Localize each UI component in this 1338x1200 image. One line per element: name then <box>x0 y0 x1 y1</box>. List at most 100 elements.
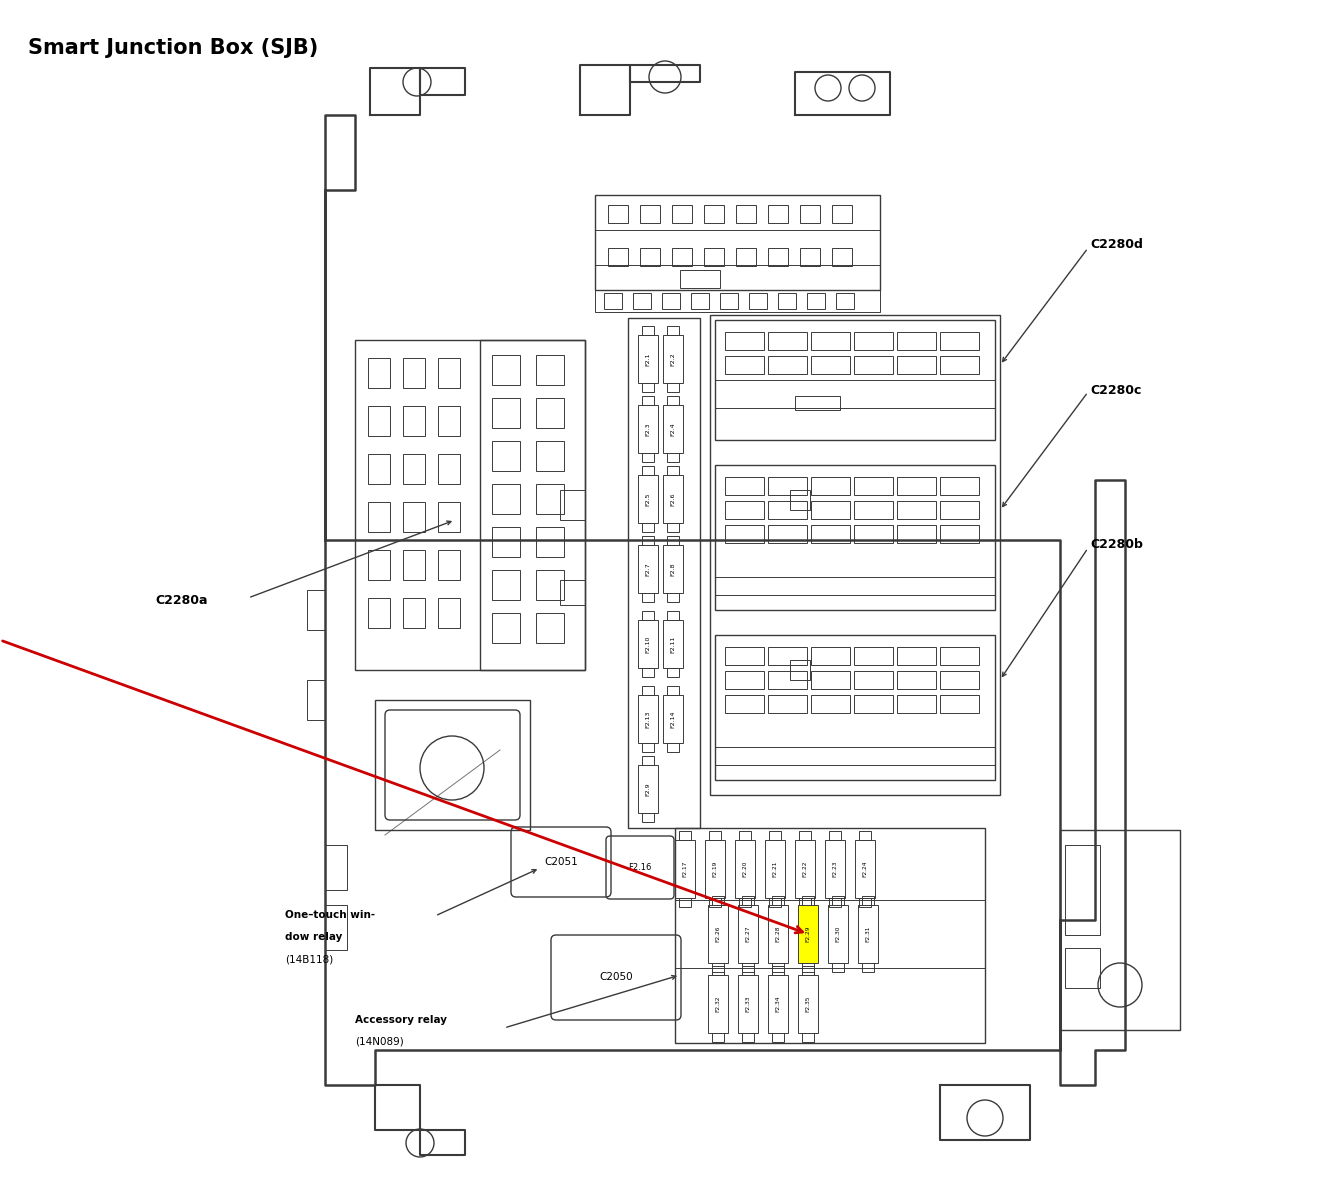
Bar <box>832 896 844 905</box>
Bar <box>801 966 814 974</box>
Bar <box>638 695 658 743</box>
Bar <box>712 1033 724 1042</box>
Bar <box>642 452 654 462</box>
Bar <box>668 523 678 532</box>
Bar <box>403 502 425 532</box>
Bar <box>725 476 764 494</box>
Bar <box>1065 948 1100 988</box>
Bar <box>595 230 880 265</box>
Bar <box>768 356 807 374</box>
Bar <box>662 293 680 308</box>
Bar <box>800 248 820 266</box>
Bar <box>638 620 658 668</box>
Text: F2.20: F2.20 <box>743 860 748 877</box>
Bar <box>704 248 724 266</box>
Bar <box>709 898 721 907</box>
Bar <box>664 695 682 743</box>
Bar <box>859 830 871 840</box>
Bar <box>368 502 389 532</box>
Bar <box>1060 830 1180 1030</box>
Bar <box>607 205 628 223</box>
Bar <box>854 671 892 689</box>
Bar <box>768 905 788 962</box>
Bar <box>492 440 520 470</box>
Bar <box>642 383 654 392</box>
Bar <box>735 840 755 898</box>
Bar <box>941 332 979 350</box>
Bar <box>678 898 690 907</box>
Bar <box>858 905 878 962</box>
Bar <box>896 356 937 374</box>
Bar <box>769 898 781 907</box>
Bar <box>768 671 807 689</box>
Bar <box>368 406 389 436</box>
Bar <box>710 314 999 794</box>
Bar <box>896 695 937 713</box>
Bar <box>690 293 709 308</box>
Text: (14N089): (14N089) <box>355 1037 404 1046</box>
Bar <box>714 464 995 610</box>
Text: F2.21: F2.21 <box>772 860 777 877</box>
Text: (14B118): (14B118) <box>285 954 333 964</box>
Bar <box>714 635 995 780</box>
Bar <box>795 840 815 898</box>
Text: F2.22: F2.22 <box>803 860 808 877</box>
Bar <box>642 611 654 620</box>
Bar <box>854 647 892 665</box>
Bar <box>789 490 809 510</box>
Bar <box>492 398 520 428</box>
Bar <box>854 526 892 542</box>
Bar <box>896 526 937 542</box>
Bar <box>743 1033 755 1042</box>
Bar <box>896 647 937 665</box>
Bar <box>811 502 850 518</box>
Text: F2.13: F2.13 <box>645 710 650 727</box>
Bar <box>854 332 892 350</box>
Bar <box>854 502 892 518</box>
Text: F2.23: F2.23 <box>832 860 838 877</box>
Bar <box>800 205 820 223</box>
Bar <box>537 398 565 428</box>
Bar <box>638 766 658 814</box>
Bar <box>828 905 848 962</box>
Bar <box>896 671 937 689</box>
Text: F2.34: F2.34 <box>776 996 780 1013</box>
Bar <box>668 611 678 620</box>
Bar <box>664 545 682 593</box>
Bar <box>811 476 850 494</box>
Bar <box>628 318 700 828</box>
Bar <box>768 248 788 266</box>
Bar <box>832 962 844 972</box>
Text: F2.5: F2.5 <box>645 492 650 505</box>
Bar <box>739 974 759 1033</box>
Bar <box>832 205 852 223</box>
Text: F2.31: F2.31 <box>866 926 871 942</box>
Bar <box>492 355 520 385</box>
Bar <box>368 550 389 580</box>
Bar <box>854 695 892 713</box>
Text: F2.32: F2.32 <box>716 996 720 1013</box>
Bar <box>811 356 850 374</box>
Bar <box>941 476 979 494</box>
Bar <box>668 326 678 335</box>
Text: C2280b: C2280b <box>1090 539 1143 552</box>
Bar <box>438 406 460 436</box>
Bar <box>811 647 850 665</box>
Bar <box>664 620 682 668</box>
Bar <box>668 668 678 677</box>
Bar <box>811 671 850 689</box>
Bar <box>725 671 764 689</box>
Text: C2280a: C2280a <box>155 594 207 606</box>
Bar <box>708 974 728 1033</box>
Bar <box>705 840 725 898</box>
Text: F2.6: F2.6 <box>670 492 676 505</box>
Bar <box>830 830 842 840</box>
Bar <box>638 404 658 452</box>
Bar <box>941 695 979 713</box>
Bar <box>668 536 678 545</box>
Text: F2.19: F2.19 <box>713 860 717 877</box>
Bar <box>561 580 585 605</box>
Text: F2.27: F2.27 <box>745 925 751 942</box>
Bar <box>789 660 809 680</box>
Bar <box>668 593 678 602</box>
